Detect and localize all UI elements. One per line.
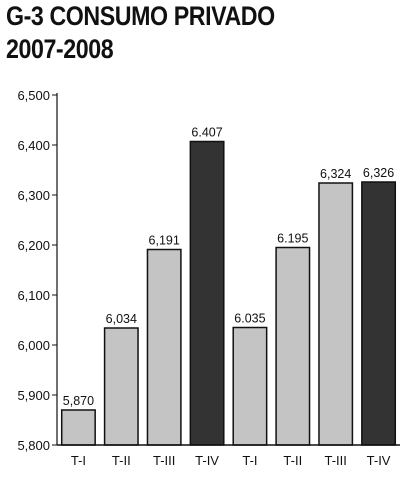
y-tick-label: 6,300	[17, 188, 50, 203]
chart-title: G-3 CONSUMO PRIVADO	[6, 1, 275, 31]
x-tick-label: T-II	[112, 453, 131, 468]
y-tick-label: 5,900	[17, 388, 50, 403]
data-label: 6.035	[234, 312, 265, 326]
bar	[103, 327, 139, 446]
y-tick-label: 6,400	[17, 138, 50, 153]
x-tick-label: T-III	[324, 453, 346, 468]
bar	[275, 246, 311, 446]
data-label: 5,870	[63, 394, 94, 408]
bar	[361, 181, 397, 446]
data-label: 6.195	[277, 232, 308, 246]
x-tick-label: T-I	[242, 453, 257, 468]
bar	[318, 182, 354, 446]
data-label: 6,191	[149, 234, 180, 248]
y-tick-label: 6,200	[17, 238, 50, 253]
data-label: 6,326	[363, 166, 394, 180]
data-label: 6,034	[106, 312, 137, 326]
y-axis: 5,800 5,900 6,000 6,100 6,200 6,300 6,400 6,500	[17, 88, 58, 453]
data-label: 6.407	[191, 126, 222, 140]
bar	[189, 140, 225, 446]
bar	[60, 409, 96, 446]
data-label: 6,324	[320, 167, 351, 181]
chart-header: G-3 CONSUMO PRIVADO 2007-2008	[6, 0, 416, 66]
y-tick-label: 5,800	[17, 438, 50, 453]
bar	[232, 326, 268, 446]
y-tick-label: 6,500	[17, 88, 50, 103]
x-tick-label: T-III	[153, 453, 175, 468]
x-tick-label: T-II	[283, 453, 302, 468]
x-tick-label: T-IV	[195, 453, 219, 468]
bar	[146, 248, 182, 446]
x-tick-label: T-I	[71, 453, 86, 468]
x-tick-label: T-IV	[367, 453, 391, 468]
chart-subtitle: 2007-2008	[6, 34, 114, 64]
x-axis: T-I T-II T-III T-IV T-I T-II T-III T-IV	[57, 444, 400, 468]
data-labels: 5,870 6,034 6,191 6.407 6.035 6.195 6,324 6,326	[63, 126, 394, 409]
y-tick-label: 6,100	[17, 288, 50, 303]
bars	[60, 140, 397, 446]
y-tick-label: 6,000	[17, 338, 50, 353]
